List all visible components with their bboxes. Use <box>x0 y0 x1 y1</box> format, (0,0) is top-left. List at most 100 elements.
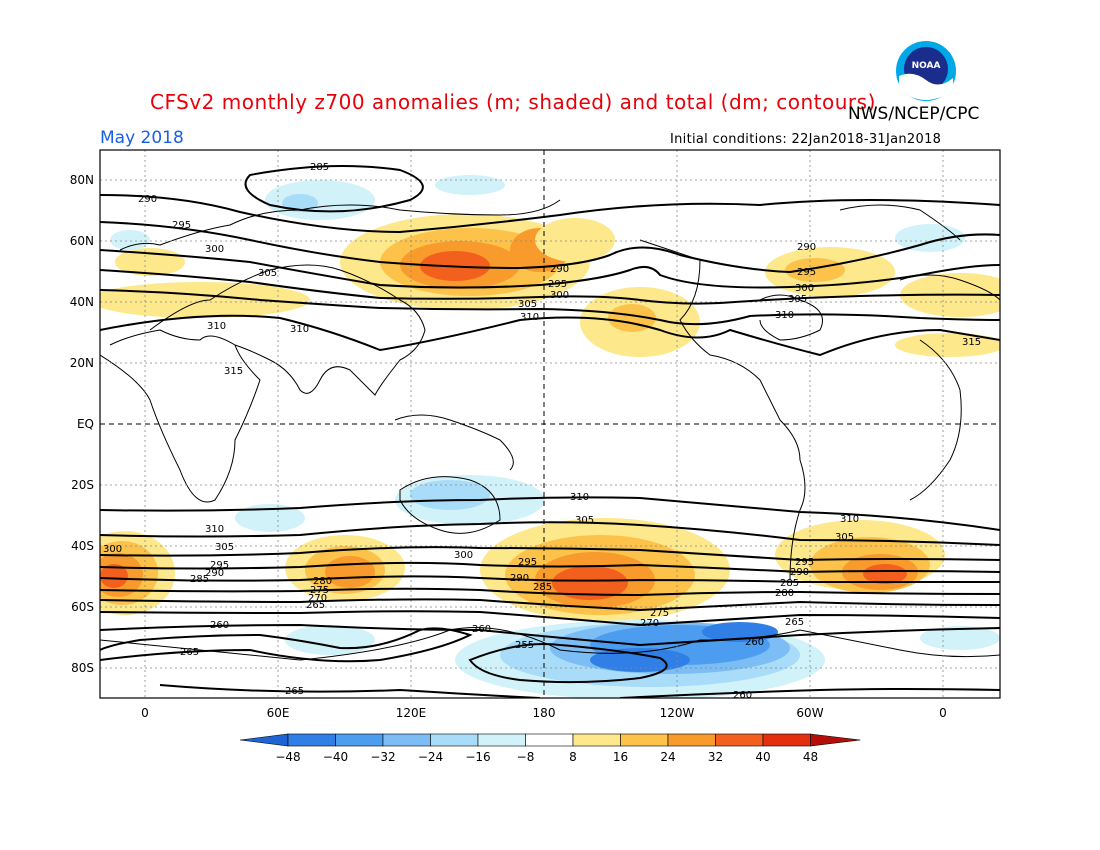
contour-label: 255 <box>515 640 534 651</box>
contour-label: 260 <box>472 624 491 635</box>
colorbar-segment <box>477 733 526 747</box>
contour-label: 260 <box>733 690 752 701</box>
map-title: CFSv2 monthly z700 anomalies (m; shaded)… <box>150 90 876 114</box>
colorbar-tick-label: 40 <box>755 750 770 764</box>
lon-label: 0 <box>141 706 149 720</box>
lon-label: 60E <box>267 706 290 720</box>
colorbar-tick-label: 8 <box>569 750 577 764</box>
lon-label: 0 <box>939 706 947 720</box>
lat-label: 60S <box>71 600 94 614</box>
lon-label: 60W <box>796 706 823 720</box>
lat-label: 40N <box>70 295 94 309</box>
contour-label: 285 <box>780 578 799 589</box>
colorbar-tick-label: −48 <box>275 750 300 764</box>
contour-label: 265 <box>306 600 325 611</box>
contour-label: 275 <box>650 608 669 619</box>
colorbar-arrow-low <box>239 733 289 747</box>
lat-label: 20N <box>70 356 94 370</box>
colorbar-segment <box>572 733 621 747</box>
colorbar-segment <box>382 733 431 747</box>
colorbar-segment <box>715 733 764 747</box>
lat-lon-grid <box>100 150 1000 698</box>
colorbar-arrow-high <box>810 733 861 747</box>
contour-label: 300 <box>550 290 569 301</box>
lat-label: 80S <box>71 661 94 675</box>
contour-label: 305 <box>835 532 854 543</box>
contour-label: 295 <box>210 560 229 571</box>
contour-label: 280 <box>775 588 794 599</box>
contour-label: 310 <box>205 524 224 535</box>
coastlines <box>100 199 1000 661</box>
contour-label: 310 <box>840 514 859 525</box>
contour-label: 275 <box>310 585 329 596</box>
contour-label: 295 <box>797 267 816 278</box>
contour-label: 305 <box>518 299 537 310</box>
contour-label: 280 <box>313 576 332 587</box>
plot-frame <box>99 149 1001 699</box>
height-contours <box>100 165 1000 698</box>
contour-label: 315 <box>224 366 243 377</box>
colorbar-segment <box>430 733 479 747</box>
colorbar-segment <box>287 733 336 747</box>
contour-label: 305 <box>788 294 807 305</box>
contour-labels: 285 290 295 300 305 310 310 315 290 295 … <box>103 162 981 701</box>
colorbar-tick-label: −24 <box>418 750 443 764</box>
colorbar-tick-label: 48 <box>803 750 818 764</box>
agency-label: NWS/NCEP/CPC <box>848 104 980 124</box>
colorbar-tick-label: 24 <box>660 750 675 764</box>
colorbar-tick-label: −16 <box>465 750 490 764</box>
contour-label: 285 <box>533 582 552 593</box>
contour-label: 305 <box>575 515 594 526</box>
colorbar-segment <box>762 733 811 747</box>
lon-axis: 0 60E 120E 180 120W 60W 0 <box>141 706 947 720</box>
contour-label: 310 <box>570 492 589 503</box>
noaa-logo-icon: NOAA <box>896 41 956 101</box>
lat-label: 60N <box>70 234 94 248</box>
contour-label: 305 <box>215 542 234 553</box>
lon-label: 120E <box>396 706 427 720</box>
contour-label: 260 <box>745 637 764 648</box>
contour-label: 290 <box>138 194 157 205</box>
lon-label: 120W <box>660 706 695 720</box>
contour-label: 290 <box>510 573 529 584</box>
contour-label: 315 <box>962 337 981 348</box>
contour-label: 295 <box>548 279 567 290</box>
contour-label: 285 <box>310 162 329 173</box>
lat-label: 20S <box>71 478 94 492</box>
lat-label: EQ <box>77 417 94 431</box>
equator-dateline <box>100 150 1000 698</box>
contour-label: 260 <box>210 620 229 631</box>
colorbar-tick-label: −8 <box>517 750 535 764</box>
lat-label: 80N <box>70 173 94 187</box>
contour-label: 295 <box>518 557 537 568</box>
contour-label: 270 <box>640 618 659 629</box>
lon-label: 180 <box>533 706 556 720</box>
contour-label: 295 <box>795 557 814 568</box>
colorbar-tick-label: 32 <box>708 750 723 764</box>
contour-label: 310 <box>520 312 539 323</box>
lat-label: 40S <box>71 539 94 553</box>
contour-label: 290 <box>205 568 224 579</box>
logo-text: NOAA <box>912 61 941 71</box>
contour-label: 300 <box>454 550 473 561</box>
contour-label: 290 <box>790 567 809 578</box>
colorbar-tick-label: 16 <box>613 750 628 764</box>
contour-label: 310 <box>775 310 794 321</box>
colorbar-segment <box>525 733 574 747</box>
colorbar-segment <box>620 733 669 747</box>
contour-label: 265 <box>285 686 304 697</box>
contour-label: 305 <box>258 268 277 279</box>
colorbar: −48 −40 −32 −24 −16 −8 8 16 24 32 40 48 <box>239 733 861 764</box>
contour-label: 300 <box>795 283 814 294</box>
colorbar-segment <box>335 733 384 747</box>
contour-label: 265 <box>180 647 199 658</box>
contour-label: 290 <box>797 242 816 253</box>
initial-conditions-label: Initial conditions: 22Jan2018-31Jan2018 <box>670 132 942 147</box>
contour-label: 290 <box>550 264 569 275</box>
contour-label: 310 <box>290 324 309 335</box>
valid-month-label: May 2018 <box>100 128 184 148</box>
contour-label: 300 <box>103 544 122 555</box>
contour-label: 285 <box>190 574 209 585</box>
contour-label: 270 <box>308 593 327 604</box>
